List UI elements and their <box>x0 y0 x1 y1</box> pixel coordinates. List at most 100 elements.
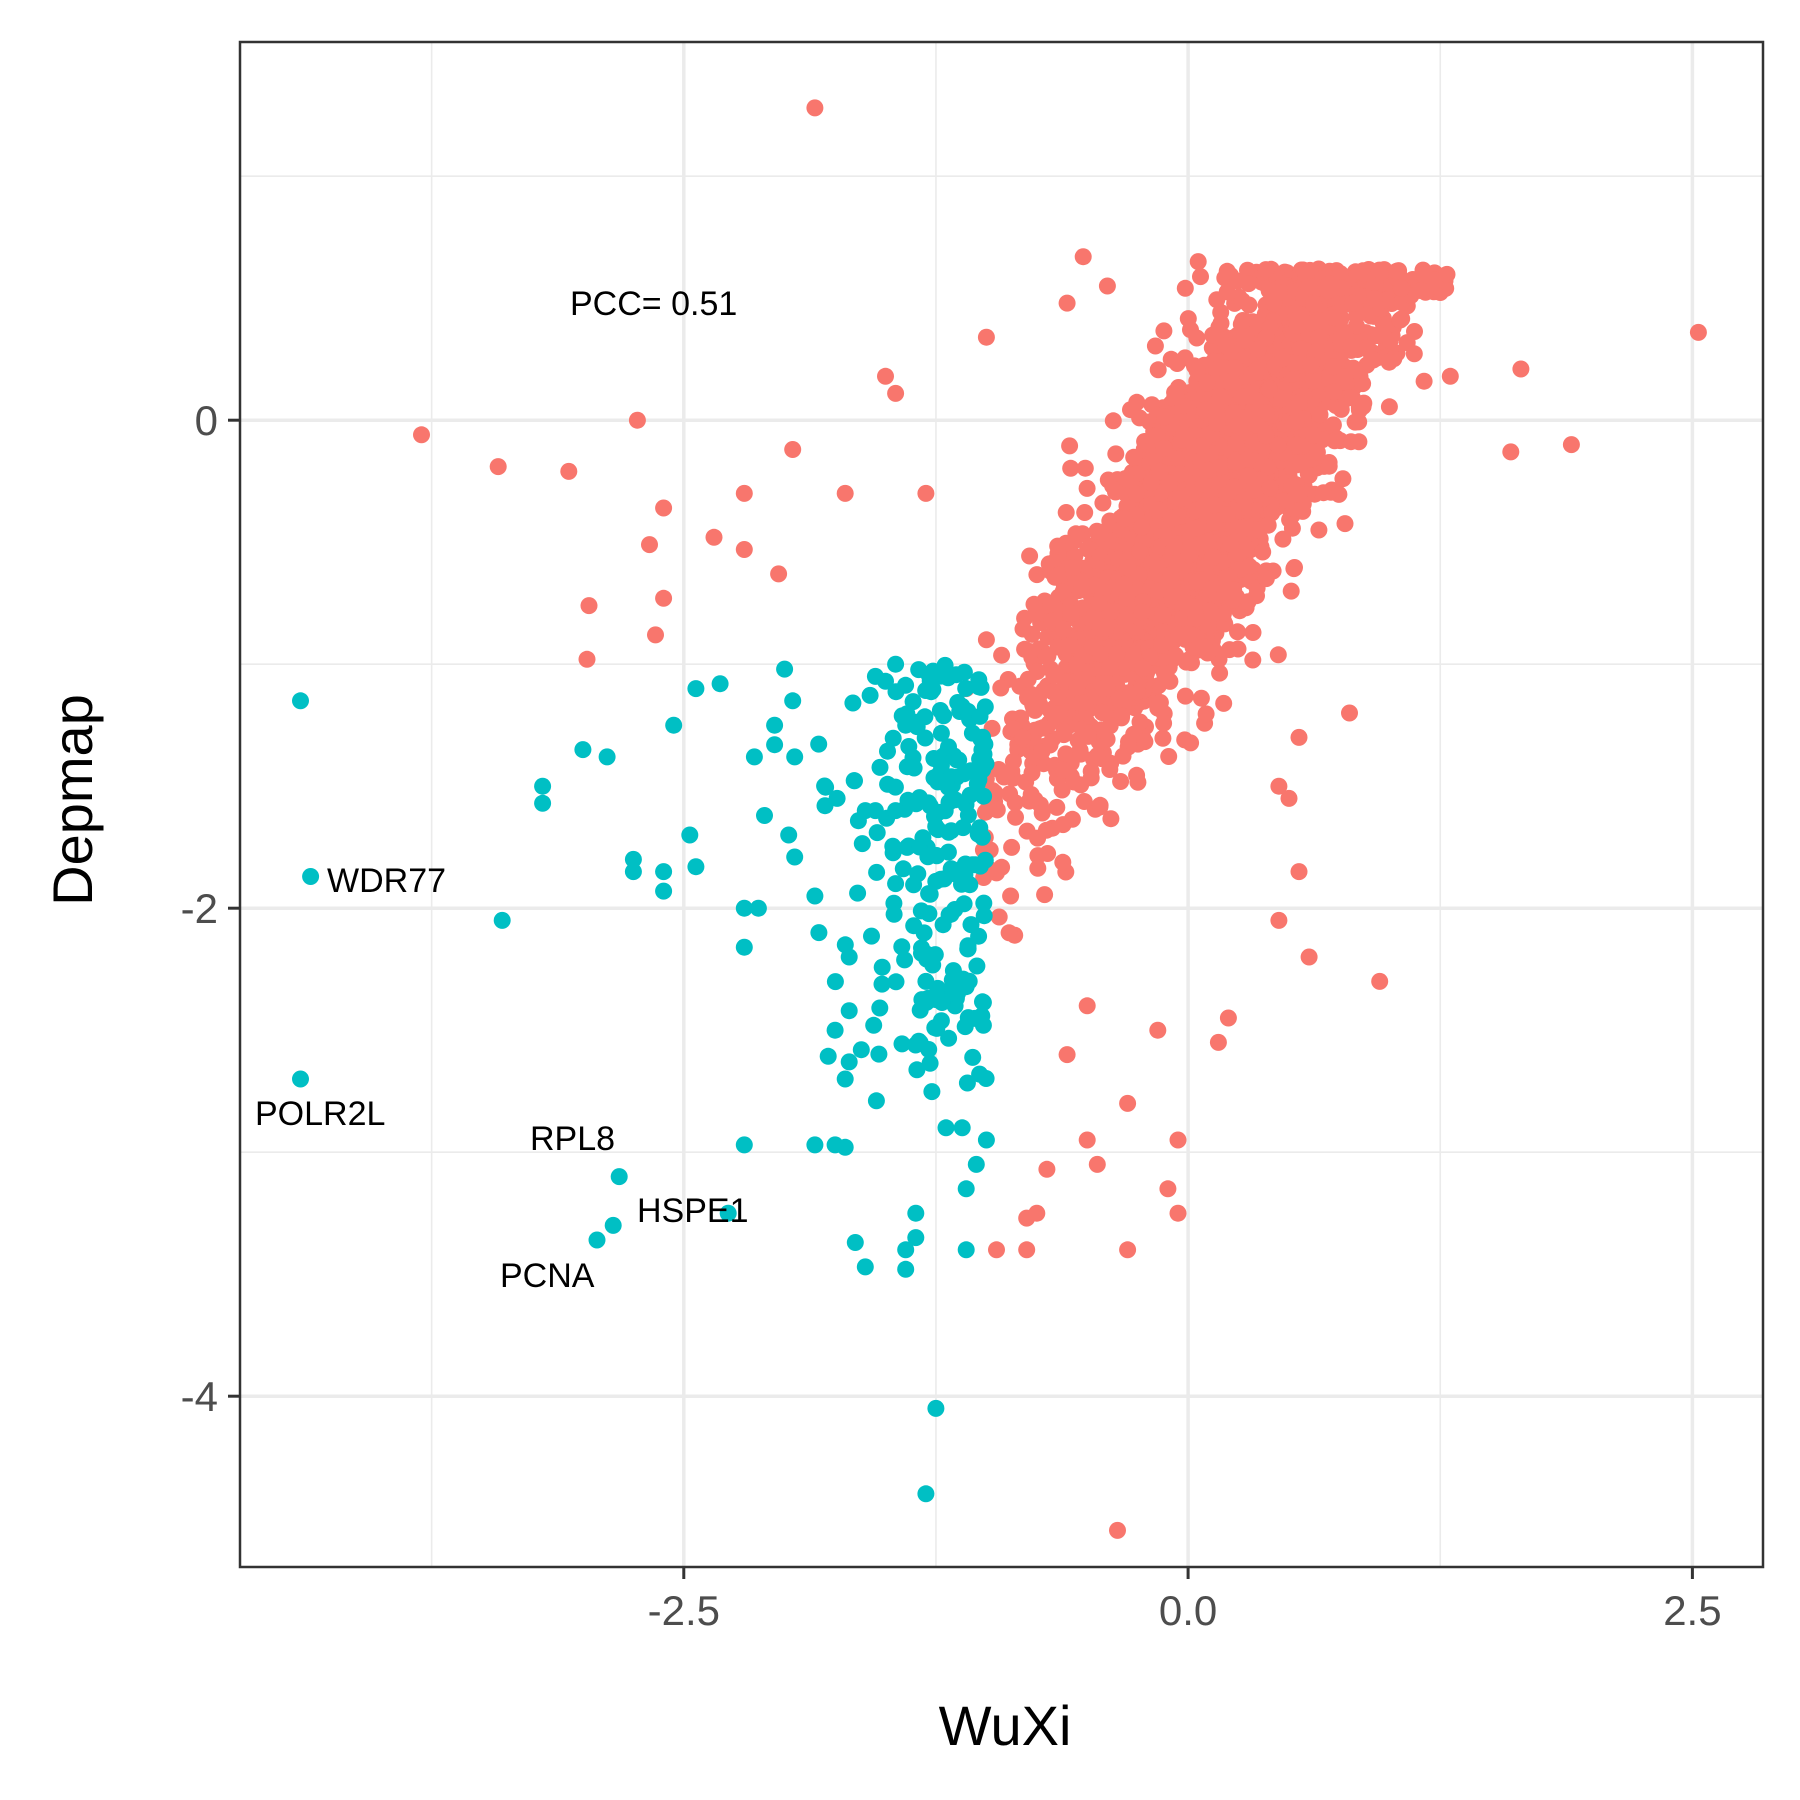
red-point <box>1282 582 1300 600</box>
red-point <box>1235 520 1253 537</box>
cyan-point <box>970 678 988 696</box>
red-point <box>1102 810 1120 828</box>
cyan-point <box>828 789 846 807</box>
red-point <box>1222 535 1240 553</box>
red-point <box>1326 432 1344 450</box>
cyan-point <box>917 682 935 699</box>
red-point <box>1030 688 1048 706</box>
red-point <box>1244 624 1262 641</box>
axis-ticks: -2.5 0.0 2.5 -4 -2 0 <box>181 397 1722 1634</box>
red-point <box>1021 547 1039 565</box>
cyan-point <box>898 838 916 856</box>
cyan-point <box>604 1216 622 1234</box>
red-point <box>1212 303 1230 321</box>
red-point <box>1211 664 1229 682</box>
x-axis-title: WuXi <box>939 1694 1072 1757</box>
red-point <box>1273 390 1291 408</box>
red-point <box>1118 589 1136 607</box>
red-point <box>1388 262 1405 280</box>
red-point <box>1109 1521 1126 1539</box>
red-point <box>1192 689 1210 707</box>
red-point <box>1311 406 1329 424</box>
cyan-point <box>956 1018 974 1036</box>
cyan-point <box>974 728 992 746</box>
cyan-point <box>735 899 753 917</box>
red-point <box>1198 374 1216 392</box>
red-point <box>1028 1204 1046 1222</box>
red-point <box>1350 433 1368 451</box>
red-point <box>1167 388 1185 406</box>
red-point <box>1287 413 1305 431</box>
red-point <box>1228 416 1246 434</box>
red-point <box>1062 459 1080 477</box>
red-point <box>1136 733 1154 751</box>
red-point <box>1107 445 1125 463</box>
red-point <box>1113 707 1131 725</box>
red-point <box>1116 611 1134 629</box>
panel-border <box>238 40 1765 1569</box>
red-point <box>1101 658 1119 676</box>
cyan-point <box>836 1070 854 1088</box>
cyan-point <box>780 826 798 844</box>
cyan-point <box>923 1083 941 1101</box>
cyan-point <box>870 1045 888 1063</box>
cyan-point <box>940 738 957 756</box>
red-point <box>1286 559 1303 576</box>
cyan-point <box>574 741 592 759</box>
red-point <box>1072 745 1090 763</box>
red-point <box>1090 594 1108 612</box>
cyan-point <box>840 1002 858 1020</box>
cyan-point <box>967 1155 985 1173</box>
red-point <box>1018 1241 1036 1259</box>
cyan-point <box>866 802 884 820</box>
red-point <box>977 631 995 649</box>
red-point <box>1249 340 1267 358</box>
cyan-point <box>844 694 862 712</box>
cyan-point <box>735 938 753 956</box>
red-point <box>1215 694 1233 712</box>
cyan-point <box>826 1021 844 1039</box>
red-point <box>1029 859 1047 877</box>
cyan-point <box>904 693 922 711</box>
red-point <box>1119 1094 1137 1112</box>
cyan-point <box>958 1074 976 1092</box>
red-point <box>1320 457 1338 475</box>
red-point <box>1153 636 1171 654</box>
red-point <box>1170 626 1188 643</box>
red-point <box>1305 372 1323 390</box>
red-point <box>1119 1241 1137 1259</box>
cyan-point <box>932 757 950 774</box>
cyan-point <box>846 1234 864 1251</box>
red-point <box>1016 640 1034 658</box>
cyan-point <box>681 826 699 844</box>
cyan-point <box>493 911 511 929</box>
red-point <box>1036 886 1054 904</box>
cyan-point <box>806 1136 824 1154</box>
red-point <box>1079 540 1097 558</box>
cyan-point <box>879 775 897 793</box>
cyan-point <box>302 868 320 885</box>
red-point <box>1068 655 1086 673</box>
cyan-point <box>893 938 911 956</box>
cyan-point <box>927 1399 945 1417</box>
red-point <box>1094 494 1112 512</box>
red-point <box>1076 504 1094 521</box>
red-point <box>735 484 753 502</box>
cyan-point <box>957 978 975 996</box>
red-point <box>1116 470 1134 488</box>
red-point <box>1142 474 1160 492</box>
red-point <box>1290 728 1308 746</box>
red-point <box>1370 261 1388 279</box>
red-point <box>1244 651 1262 669</box>
red-point <box>1287 485 1305 503</box>
cyan-point <box>944 984 961 1002</box>
red-point <box>988 1241 1005 1259</box>
red-point <box>1061 637 1079 654</box>
red-point <box>580 597 598 615</box>
red-point <box>836 484 854 502</box>
red-point <box>1054 816 1072 834</box>
red-point <box>1061 437 1079 455</box>
cyan-point <box>968 957 986 975</box>
cyan-point <box>977 1131 995 1149</box>
cyan-point <box>817 778 835 796</box>
